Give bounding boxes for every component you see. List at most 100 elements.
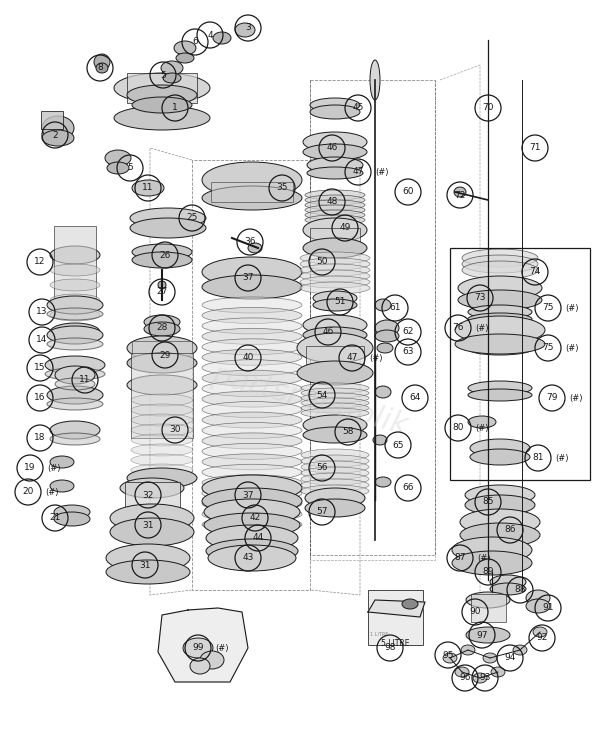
Bar: [127, 73, 197, 103]
Ellipse shape: [202, 496, 302, 511]
Text: (#): (#): [477, 553, 491, 562]
Ellipse shape: [468, 416, 496, 428]
Ellipse shape: [202, 308, 302, 323]
Text: 1 LITRE: 1 LITRE: [370, 632, 389, 636]
Text: 95: 95: [442, 650, 454, 660]
Ellipse shape: [163, 73, 181, 83]
Text: 72: 72: [454, 190, 466, 199]
Text: 28: 28: [156, 323, 168, 332]
Ellipse shape: [202, 381, 302, 396]
Text: 63: 63: [402, 347, 414, 356]
Ellipse shape: [50, 421, 100, 439]
Ellipse shape: [47, 326, 103, 344]
Text: 4: 4: [207, 31, 213, 40]
Text: 61: 61: [389, 304, 401, 313]
Text: 57: 57: [316, 508, 328, 517]
Ellipse shape: [105, 150, 131, 166]
Ellipse shape: [470, 439, 530, 457]
Text: 13: 13: [36, 308, 48, 317]
Ellipse shape: [107, 162, 129, 174]
Ellipse shape: [202, 162, 302, 198]
Text: 14: 14: [36, 335, 48, 344]
Ellipse shape: [131, 394, 193, 406]
Ellipse shape: [202, 275, 302, 299]
Text: 92: 92: [536, 633, 548, 642]
Text: 35: 35: [276, 183, 288, 193]
Ellipse shape: [301, 398, 369, 408]
Ellipse shape: [131, 444, 193, 456]
Ellipse shape: [303, 415, 367, 435]
Ellipse shape: [202, 506, 302, 522]
Bar: [124, 482, 180, 514]
Ellipse shape: [174, 41, 196, 55]
Text: (#): (#): [45, 487, 58, 496]
Ellipse shape: [468, 313, 532, 325]
Ellipse shape: [127, 336, 197, 360]
Text: 85: 85: [482, 498, 494, 507]
Ellipse shape: [460, 509, 540, 535]
Ellipse shape: [131, 464, 193, 476]
Text: 26: 26: [159, 250, 171, 259]
Ellipse shape: [307, 167, 363, 179]
Ellipse shape: [202, 475, 302, 501]
Text: 29: 29: [159, 350, 171, 359]
Ellipse shape: [301, 383, 369, 393]
Ellipse shape: [54, 512, 90, 526]
Text: 3: 3: [245, 23, 251, 32]
Ellipse shape: [106, 560, 190, 584]
Bar: [54, 226, 96, 298]
Text: (#): (#): [475, 323, 488, 332]
Text: (#): (#): [565, 304, 579, 313]
Ellipse shape: [213, 32, 231, 44]
Ellipse shape: [470, 449, 530, 465]
Ellipse shape: [468, 305, 532, 319]
Ellipse shape: [120, 518, 184, 538]
Ellipse shape: [131, 414, 193, 426]
Ellipse shape: [130, 208, 206, 228]
Ellipse shape: [465, 495, 535, 515]
Text: 70: 70: [482, 104, 494, 113]
Bar: [306, 346, 364, 364]
Ellipse shape: [235, 23, 255, 37]
Ellipse shape: [50, 279, 100, 291]
Ellipse shape: [473, 673, 487, 683]
Text: 45: 45: [352, 104, 363, 113]
Ellipse shape: [301, 461, 369, 473]
Text: 74: 74: [530, 268, 541, 277]
Ellipse shape: [183, 638, 213, 658]
Ellipse shape: [468, 343, 532, 355]
Text: 15: 15: [34, 363, 46, 372]
Bar: [131, 353, 193, 438]
Ellipse shape: [458, 290, 542, 310]
Text: 31: 31: [142, 520, 154, 529]
Text: 46: 46: [327, 144, 338, 153]
Text: 12: 12: [34, 257, 46, 266]
Ellipse shape: [127, 375, 197, 395]
Ellipse shape: [303, 218, 367, 242]
Bar: [132, 341, 192, 356]
Ellipse shape: [208, 545, 296, 571]
Text: (#): (#): [569, 393, 582, 402]
Text: 48: 48: [327, 198, 338, 207]
Text: 47: 47: [352, 168, 363, 177]
Ellipse shape: [127, 85, 197, 105]
Text: 40: 40: [242, 353, 253, 362]
Ellipse shape: [310, 105, 360, 119]
Text: 64: 64: [410, 393, 421, 402]
Ellipse shape: [190, 658, 210, 674]
Ellipse shape: [300, 276, 370, 288]
Ellipse shape: [373, 435, 387, 445]
Text: 51: 51: [334, 298, 346, 307]
Ellipse shape: [202, 423, 302, 438]
Ellipse shape: [127, 468, 197, 488]
Ellipse shape: [144, 322, 180, 336]
Ellipse shape: [513, 645, 527, 655]
Ellipse shape: [94, 54, 110, 70]
Ellipse shape: [300, 258, 370, 270]
Text: 96: 96: [459, 674, 470, 683]
Ellipse shape: [202, 186, 302, 210]
Ellipse shape: [204, 499, 300, 525]
Ellipse shape: [468, 381, 532, 395]
Text: 93: 93: [479, 674, 491, 683]
Text: 46: 46: [322, 328, 334, 336]
